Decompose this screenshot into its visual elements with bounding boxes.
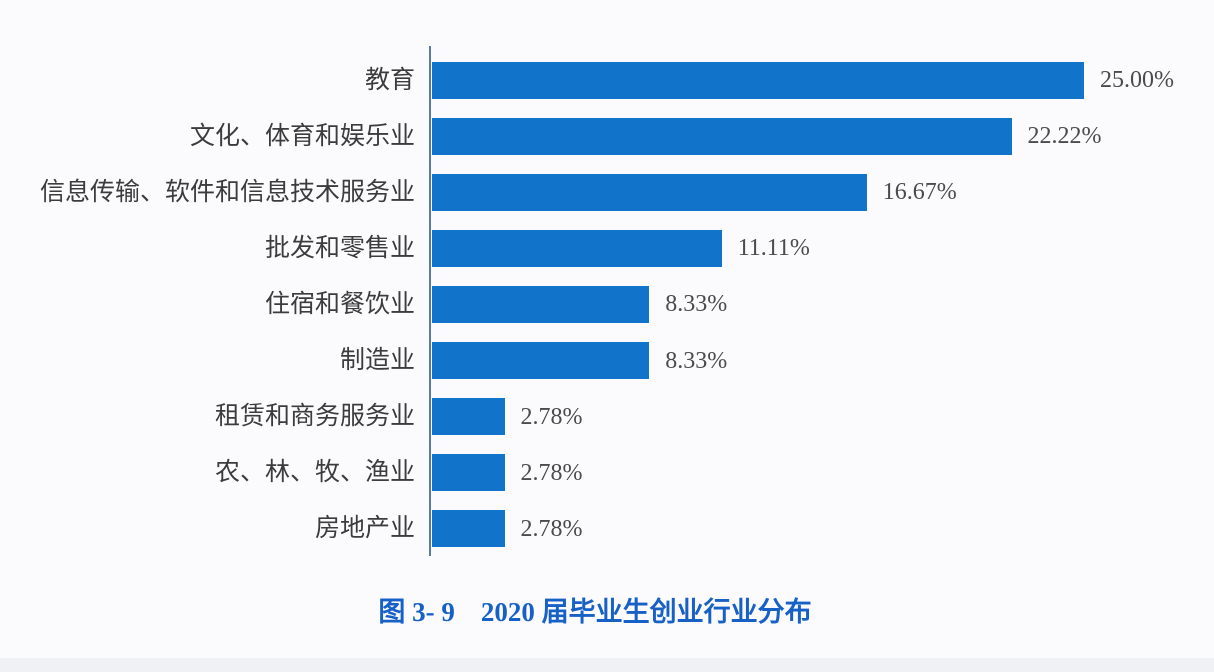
value-label: 2.78%: [520, 459, 583, 486]
category-label: 信息传输、软件和信息技术服务业: [39, 178, 415, 206]
value-label: 25.00%: [1100, 67, 1174, 94]
category-label: 房地产业: [314, 515, 415, 543]
bar: [432, 117, 1012, 155]
bar-rows-container: 教育 25.00% 文化、体育和娱乐业 22.22% 信息传输、软件和信息技术服务业 16…: [0, 52, 1214, 557]
category-label: 农、林、牧、渔业: [214, 459, 415, 487]
bar-track: 2.78%: [432, 510, 1214, 548]
bar-track: 2.78%: [432, 454, 1214, 492]
bar: [432, 454, 505, 492]
category-label: 教育: [364, 66, 415, 94]
figure-number-label: 图 3- 9: [378, 597, 455, 627]
bar-row: 教育 25.00%: [0, 52, 1214, 108]
category-label: 租赁和商务服务业: [214, 403, 415, 431]
bar: [432, 342, 650, 380]
bar: [432, 173, 867, 211]
y-axis-line: [429, 46, 431, 556]
value-label: 16.67%: [882, 179, 957, 206]
bar-row: 房地产业 2.78%: [0, 501, 1214, 557]
bar: [432, 229, 722, 267]
bar-track: 2.78%: [432, 398, 1214, 436]
category-label: 文化、体育和娱乐业: [189, 122, 415, 150]
figure-caption: 图 3- 9 2020 届毕业生创业行业分布: [0, 594, 1190, 632]
bar-row: 农、林、牧、渔业 2.78%: [0, 445, 1214, 501]
value-label: 2.78%: [520, 515, 583, 542]
value-label: 11.11%: [737, 235, 810, 262]
bar: [432, 398, 505, 436]
bar-track: 25.00%: [432, 61, 1214, 99]
figure-title-text: 2020 届毕业生创业行业分布: [480, 597, 812, 627]
bar: [432, 61, 1084, 99]
category-label: 制造业: [339, 347, 415, 375]
bar-row: 批发和零售业 11.11%: [0, 220, 1214, 276]
bar-track: 8.33%: [432, 342, 1214, 380]
bar-row: 制造业 8.33%: [0, 332, 1214, 388]
bar-track: 8.33%: [432, 285, 1214, 323]
bar: [432, 510, 505, 548]
bar-track: 22.22%: [432, 117, 1214, 155]
bar-row: 住宿和餐饮业 8.33%: [0, 276, 1214, 332]
category-label: 批发和零售业: [264, 234, 415, 262]
category-label: 住宿和餐饮业: [264, 290, 415, 318]
value-label: 8.33%: [665, 347, 728, 374]
bar-track: 16.67%: [432, 173, 1214, 211]
bar: [432, 285, 650, 323]
bar-row: 文化、体育和娱乐业 22.22%: [0, 108, 1214, 164]
value-label: 22.22%: [1027, 123, 1102, 150]
value-label: 2.78%: [520, 403, 583, 430]
bar-row: 租赁和商务服务业 2.78%: [0, 389, 1214, 445]
value-label: 8.33%: [665, 291, 728, 318]
bar-track: 11.11%: [432, 229, 1214, 267]
bar-row: 信息传输、软件和信息技术服务业 16.67%: [0, 164, 1214, 220]
bottom-edge-strip: [0, 658, 1214, 672]
